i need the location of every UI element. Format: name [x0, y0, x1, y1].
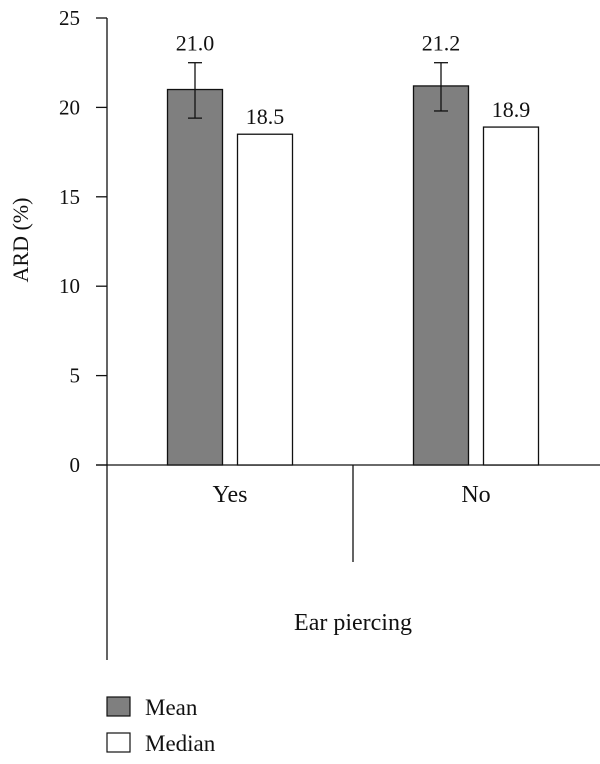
data-label: 21.0 — [176, 31, 215, 56]
bars — [166, 85, 540, 466]
bar-median-yes — [236, 133, 294, 466]
data-label: 21.2 — [422, 31, 461, 56]
legend: Mean Median — [106, 695, 216, 756]
legend-label-median: Median — [145, 731, 216, 756]
x-axis-categories: Yes No — [213, 482, 491, 508]
y-axis-label: ARD (%) — [8, 198, 33, 283]
x-category-label: No — [461, 482, 490, 508]
x-axis-label: Ear piercing — [294, 610, 412, 636]
legend-swatch-median — [106, 732, 131, 753]
value-labels: 21.0 21.2 18.5 18.9 — [176, 31, 531, 130]
y-tick-label: 0 — [70, 453, 81, 477]
bar-median-no — [482, 126, 540, 466]
y-tick-label: 25 — [59, 6, 80, 30]
bar-mean-no — [412, 85, 470, 466]
bar-mean-yes — [166, 88, 224, 466]
y-axis-ticks: 0 5 10 15 20 25 — [59, 6, 107, 477]
x-category-label: Yes — [213, 482, 248, 508]
legend-label-mean: Mean — [145, 695, 198, 720]
y-tick-label: 5 — [70, 364, 81, 388]
data-label: 18.9 — [492, 97, 531, 122]
y-tick-label: 15 — [59, 185, 80, 209]
legend-swatch-mean — [106, 696, 131, 717]
y-tick-label: 20 — [59, 95, 80, 119]
data-label: 18.5 — [246, 104, 285, 129]
error-bars — [188, 62, 448, 119]
y-tick-label: 10 — [59, 274, 80, 298]
